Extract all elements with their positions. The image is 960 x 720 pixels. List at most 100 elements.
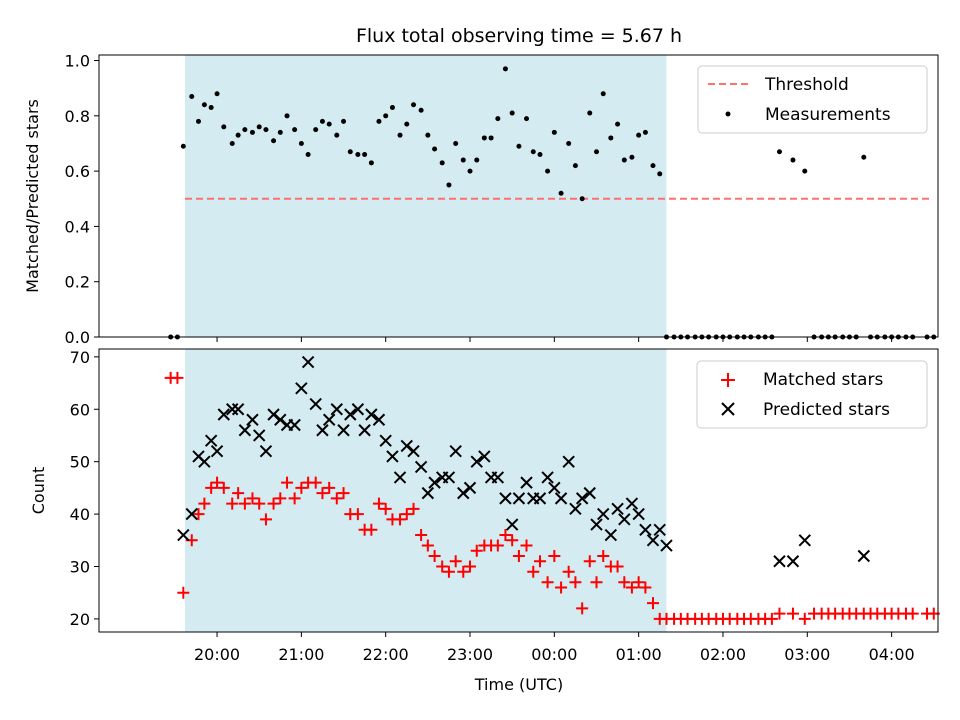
measurement-point	[488, 135, 494, 141]
predicted-star-marker	[470, 455, 483, 468]
predicted-star-marker	[625, 497, 639, 510]
measurement-point	[509, 110, 515, 116]
predicted-star-marker	[590, 518, 603, 531]
y-tick-label: 0.4	[65, 217, 90, 236]
y-tick-label: 60	[70, 400, 90, 419]
measurement-point	[334, 132, 340, 138]
predicted-star-marker	[330, 403, 343, 416]
top-y-ticks: 0.0 0.2 0.4 0.6 0.8 1.0	[65, 52, 99, 347]
predicted-star-marker	[231, 403, 245, 416]
measurement-point	[600, 91, 606, 97]
measurement-point	[368, 160, 374, 166]
matched-star-marker	[316, 487, 329, 500]
predicted-star-marker	[773, 555, 786, 568]
bottom-axes-frame	[98, 348, 939, 633]
measurement-point	[446, 182, 452, 188]
matched-star-marker	[211, 476, 224, 489]
measurement-point	[502, 66, 508, 72]
predicted-star-marker	[653, 523, 666, 537]
matched-star-marker	[611, 560, 624, 573]
predicted-star-marker	[344, 408, 357, 421]
measurement-point	[347, 149, 353, 155]
matched-star-marker	[246, 492, 259, 505]
y-tick-label: 1.0	[65, 52, 90, 71]
matched-star-marker	[309, 476, 322, 489]
measurement-point	[389, 105, 395, 111]
measurement-point	[802, 168, 808, 174]
predicted-star-marker	[407, 444, 420, 458]
predicted-star-marker	[259, 444, 273, 458]
measurement-point	[256, 124, 262, 130]
measurement-point	[467, 168, 473, 174]
predicted-star-marker	[463, 481, 477, 495]
measurement-point	[545, 168, 551, 174]
matched-star-marker	[205, 481, 218, 494]
bottom-panel: 20 30 40 50 60 70 20:00 21:00 22:00 23:00 00:00 01…	[29, 348, 940, 694]
matched-star-marker	[906, 607, 919, 620]
legend-measurements-swatch	[725, 111, 731, 117]
matched-star-marker	[365, 523, 378, 536]
measurement-point	[861, 154, 867, 160]
matched-star-marker	[457, 565, 470, 578]
predicted-star-marker	[548, 481, 561, 495]
matched-star-marker	[259, 513, 272, 526]
predicted-star-marker	[660, 539, 673, 552]
predicted-star-marker	[226, 403, 239, 416]
predicted-star-marker	[288, 418, 301, 432]
predicted-star-marker	[583, 486, 596, 500]
predicted-star-marker	[274, 413, 287, 426]
predicted-star-marker	[457, 486, 470, 500]
predicted-star-marker	[632, 507, 645, 521]
measurement-point	[642, 129, 648, 135]
measurement-point	[229, 140, 235, 146]
predicted-star-marker	[639, 523, 652, 537]
matched-star-marker	[555, 581, 568, 594]
matched-star-marker	[449, 555, 462, 568]
measurement-point	[621, 157, 627, 163]
bottom-y-axis-label: Count	[29, 467, 48, 515]
legend-matched-label: Matched stars	[763, 370, 883, 390]
predicted-star-markers	[177, 355, 871, 568]
matched-star-marker	[590, 576, 603, 589]
x-tick-label: 01:00	[616, 645, 662, 664]
predicted-star-marker	[428, 476, 441, 489]
matched-star-marker	[499, 529, 512, 542]
measurement-point	[524, 116, 530, 122]
predicted-star-marker	[575, 492, 589, 505]
matched-star-marker	[238, 497, 251, 510]
predicted-star-marker	[798, 534, 811, 547]
predicted-star-marker	[379, 434, 392, 447]
legend-measurements-label: Measurements	[765, 105, 891, 125]
matched-star-marker	[625, 581, 638, 594]
y-tick-label: 70	[70, 348, 90, 367]
x-tick-label: 23:00	[447, 645, 493, 664]
matched-star-marker	[491, 539, 504, 552]
measurement-point	[608, 135, 614, 141]
measurement-point	[313, 127, 319, 133]
matched-star-marker	[267, 497, 280, 510]
predicted-star-marker	[267, 408, 280, 421]
matched-star-marker	[428, 550, 441, 563]
predicted-star-marker	[185, 507, 198, 521]
measurement-point	[516, 143, 522, 149]
measurement-point	[558, 190, 564, 196]
matched-star-marker	[470, 544, 483, 557]
matched-star-marker	[330, 492, 343, 505]
top-axes-frame	[98, 54, 939, 338]
predicted-star-marker	[449, 444, 462, 458]
x-tick-label: 21:00	[278, 645, 324, 664]
predicted-star-marker	[365, 408, 378, 421]
measurement-point	[180, 143, 186, 149]
matched-star-marker	[198, 497, 211, 510]
matched-star-marker	[569, 576, 582, 589]
y-tick-label: 0.0	[65, 328, 90, 347]
matched-star-marker	[436, 560, 449, 573]
matched-star-marker	[394, 513, 407, 526]
matched-star-marker	[274, 492, 287, 505]
measurement-point	[790, 157, 796, 163]
measurement-point	[572, 163, 578, 169]
matched-star-marker	[288, 492, 301, 505]
measurement-point	[221, 124, 227, 130]
legend-threshold-label: Threshold	[764, 75, 849, 95]
